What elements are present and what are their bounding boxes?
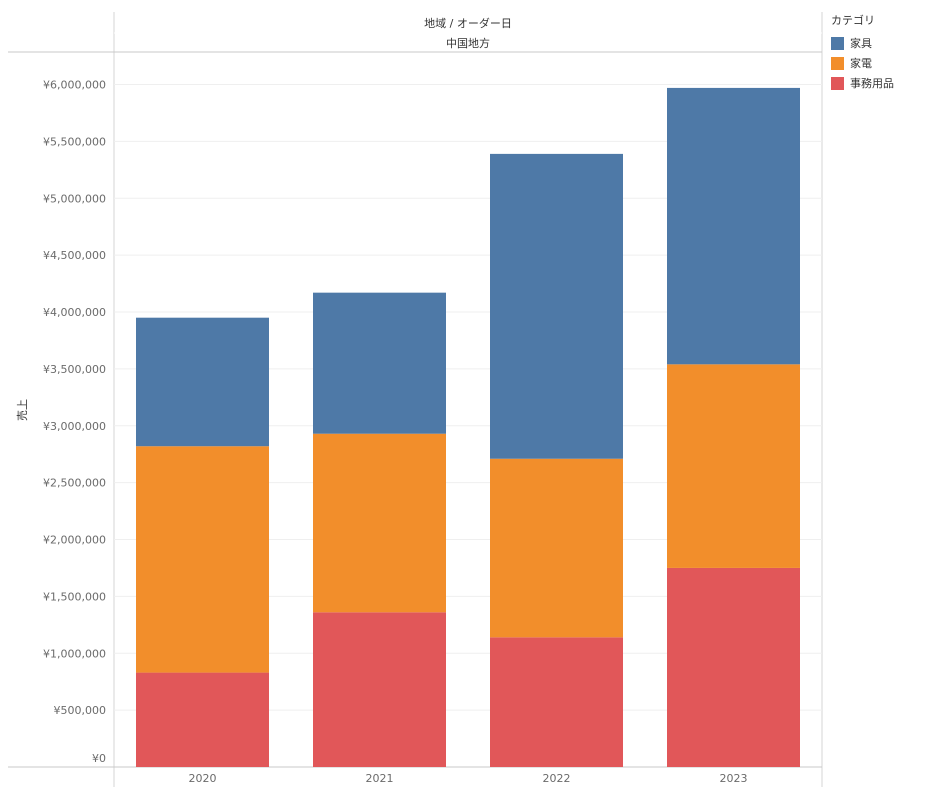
legend-item-furniture[interactable]: 家具: [831, 33, 894, 53]
y-axis-label: 売上: [16, 399, 29, 421]
y-tick-label: ¥4,000,000: [43, 306, 106, 319]
y-tick-label: ¥6,000,000: [43, 79, 106, 92]
bar-segment[interactable]: [667, 364, 800, 568]
x-tick-label: 2020: [189, 772, 217, 785]
x-tick-label: 2023: [720, 772, 748, 785]
y-axis-ticks: ¥0 ¥500,000 ¥1,000,000 ¥1,500,000 ¥2,000,000…: [43, 79, 106, 766]
legend-swatch-appliances: [831, 56, 844, 70]
bar-segment[interactable]: [490, 637, 623, 767]
bar-segment[interactable]: [313, 612, 446, 767]
bar-segment[interactable]: [490, 153, 623, 459]
legend-item-office-supplies[interactable]: 事務用品: [831, 73, 894, 93]
legend-swatch-office-supplies: [831, 76, 844, 90]
bar-segment[interactable]: [136, 317, 269, 447]
y-tick-label: ¥500,000: [54, 704, 107, 717]
bar-segment[interactable]: [490, 458, 623, 638]
y-tick-label: ¥3,000,000: [43, 420, 106, 433]
y-tick-label: ¥3,500,000: [43, 363, 106, 376]
x-axis-ticks: 2020 2021 2022 2023: [189, 772, 748, 785]
legend-swatch-furniture: [831, 36, 844, 50]
y-tick-label: ¥2,000,000: [43, 534, 106, 547]
legend-label-appliances: 家電: [850, 57, 872, 70]
y-tick-label: ¥5,000,000: [43, 192, 106, 205]
legend: カテゴリ 家具 家電 事務用品: [831, 12, 894, 93]
bar-segment[interactable]: [136, 672, 269, 767]
y-tick-label: ¥5,500,000: [43, 135, 106, 148]
bar-segment[interactable]: [313, 292, 446, 434]
bar-segment[interactable]: [136, 446, 269, 673]
x-tick-label: 2021: [366, 772, 394, 785]
y-tick-label: ¥1,500,000: [43, 590, 106, 603]
y-tick-label: ¥1,000,000: [43, 647, 106, 660]
x-tick-label: 2022: [543, 772, 571, 785]
legend-title: カテゴリ: [831, 14, 875, 27]
y-tick-label: ¥4,500,000: [43, 249, 106, 262]
bars: [136, 87, 800, 767]
legend-item-appliances[interactable]: 家電: [831, 53, 894, 73]
bar-segment[interactable]: [667, 567, 800, 767]
y-tick-label: ¥0: [92, 752, 106, 765]
legend-label-office-supplies: 事務用品: [850, 77, 894, 90]
header-title: 地域 / オーダー日: [424, 16, 512, 30]
y-tick-label: ¥2,500,000: [43, 477, 106, 490]
bar-segment[interactable]: [313, 433, 446, 613]
legend-label-furniture: 家具: [850, 37, 872, 50]
bar-segment[interactable]: [667, 87, 800, 365]
header-subtitle: 中国地方: [446, 36, 490, 50]
